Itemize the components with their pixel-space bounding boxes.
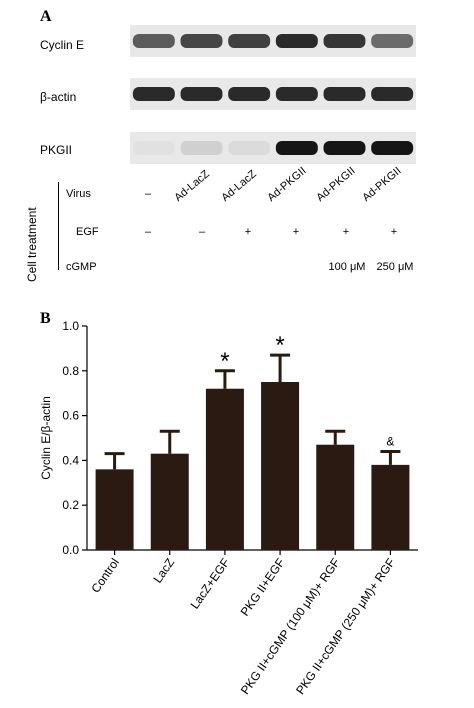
y-tick-label: 0.2 bbox=[62, 498, 79, 512]
egf-value-6: + bbox=[390, 226, 398, 238]
blot-band bbox=[180, 87, 223, 101]
y-tick-label: 1.0 bbox=[62, 319, 79, 333]
blot-band bbox=[132, 87, 175, 101]
virus-value-1: – bbox=[144, 188, 152, 200]
virus-value-2: Ad-LacZ bbox=[172, 168, 212, 204]
x-tick-label: LacZ+EGF bbox=[187, 556, 232, 612]
blot-band bbox=[371, 141, 414, 155]
bar bbox=[150, 453, 189, 550]
egf-value-1: – bbox=[144, 226, 152, 238]
cell-treatment-bracket bbox=[58, 182, 59, 270]
blot-background bbox=[130, 78, 416, 110]
y-tick-label: 0.8 bbox=[62, 364, 79, 378]
bar bbox=[95, 469, 134, 550]
blot-band bbox=[275, 34, 318, 48]
significance-marker: & bbox=[386, 434, 394, 448]
virus-value-3: Ad-LacZ bbox=[219, 168, 259, 204]
significance-marker: * bbox=[275, 332, 284, 359]
cgmp-value-6: 250 μM bbox=[376, 261, 414, 273]
blot-label-pkgii: PKGII bbox=[40, 143, 73, 157]
blot-band bbox=[228, 34, 271, 48]
blot-label-beta-actin: β-actin bbox=[40, 90, 77, 104]
y-tick-label: 0.0 bbox=[62, 543, 79, 557]
blot-band bbox=[275, 87, 318, 101]
virus-label: Virus bbox=[66, 188, 91, 200]
blot-pkgii bbox=[130, 132, 416, 164]
egf-value-3: + bbox=[244, 226, 252, 238]
virus-value-6: Ad-PKGII bbox=[360, 164, 404, 204]
blot-band bbox=[275, 141, 318, 155]
bar bbox=[371, 464, 410, 550]
blot-band bbox=[228, 87, 271, 101]
x-tick-label: PKG II+cGMP (100 μM)+ RGF bbox=[238, 556, 343, 697]
blot-band bbox=[180, 141, 223, 155]
panel-a-letter: A bbox=[40, 8, 52, 25]
bar bbox=[261, 382, 300, 550]
bar-chart: 0.0 0.2 0.4 0.6 0.8 1.0 Cyclin E/β-actin Contro… bbox=[39, 319, 418, 697]
egf-label: EGF bbox=[76, 226, 99, 238]
cgmp-label: cGMP bbox=[66, 261, 97, 273]
x-tick-label: Control bbox=[88, 556, 122, 596]
blot-label-cyclin-e: Cyclin E bbox=[40, 38, 85, 52]
blot-cyclin-e bbox=[130, 25, 416, 57]
blot-background bbox=[130, 132, 416, 164]
blot-band bbox=[371, 87, 414, 101]
egf-value-5: + bbox=[342, 226, 350, 238]
blot-band bbox=[180, 34, 223, 48]
blot-band bbox=[323, 141, 366, 155]
bar bbox=[316, 444, 355, 550]
significance-marker: * bbox=[220, 348, 229, 375]
egf-value-4: + bbox=[292, 226, 300, 238]
x-tick-label: PKG II+EGF bbox=[238, 556, 288, 619]
blot-beta-actin bbox=[130, 78, 416, 110]
blot-background bbox=[130, 25, 416, 57]
egf-value-2: – bbox=[198, 226, 206, 238]
panel-b-letter: B bbox=[40, 310, 51, 327]
blot-band bbox=[228, 141, 271, 155]
blot-band bbox=[371, 34, 414, 48]
bar bbox=[205, 388, 244, 550]
virus-value-4: Ad-PKGII bbox=[265, 164, 309, 204]
y-axis-label: Cyclin E/β-actin bbox=[39, 396, 53, 480]
blot-band bbox=[323, 87, 366, 101]
y-tick-label: 0.4 bbox=[62, 453, 79, 467]
x-tick-label: LacZ bbox=[150, 556, 177, 586]
virus-value-5: Ad-PKGII bbox=[314, 164, 358, 204]
blot-band bbox=[323, 34, 366, 48]
blot-band bbox=[132, 141, 175, 155]
cell-treatment-title: Cell treatment bbox=[25, 207, 39, 282]
blot-band bbox=[132, 34, 175, 48]
cgmp-value-5: 100 μM bbox=[328, 261, 366, 273]
x-tick-label: PKG II+cGMP (250 μM)+ RGF bbox=[293, 556, 398, 697]
y-tick-label: 0.6 bbox=[62, 409, 79, 423]
